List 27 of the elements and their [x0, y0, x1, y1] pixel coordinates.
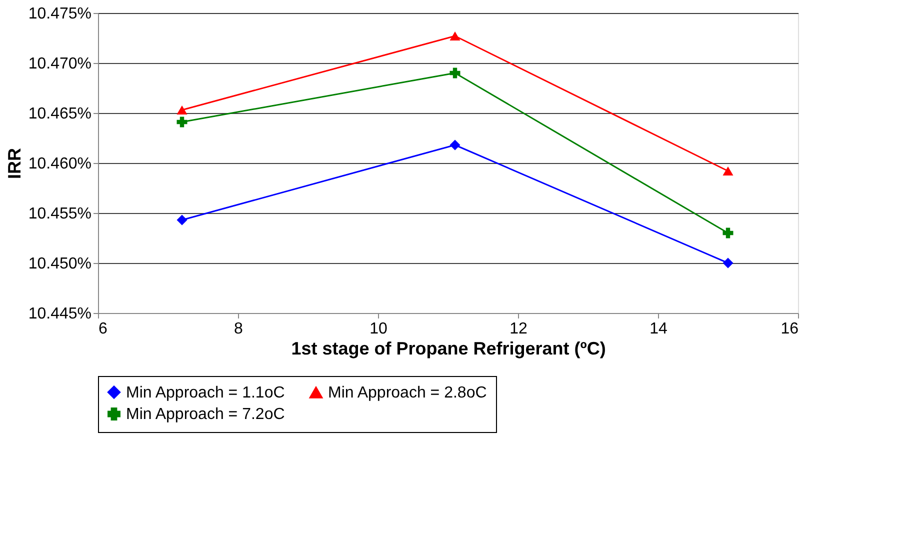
x-tick-label: 12	[510, 320, 528, 338]
point	[450, 31, 460, 41]
y-tick-label: 10.445%	[28, 306, 92, 322]
y-tick-label: 10.475%	[28, 6, 92, 22]
legend-label: Min Approach = 1.1oC	[126, 384, 285, 402]
x-tick-label: 6	[98, 320, 108, 338]
y-tick-label: 10.470%	[28, 56, 92, 72]
point	[722, 166, 734, 176]
point	[176, 105, 188, 115]
y-tick-label: 10.450%	[28, 256, 92, 272]
y-tick-label: 10.465%	[28, 106, 92, 122]
legend-label: Min Approach = 2.8oC	[328, 384, 487, 402]
x-tick-label: 10	[370, 320, 388, 338]
point	[722, 228, 734, 238]
x-tick-label: 14	[650, 320, 668, 338]
x-tick-label: 8	[234, 320, 244, 338]
x-tick-label: 16	[780, 320, 799, 338]
x-axis-title: 1st stage of Propane Refrigerant (ºC)	[291, 338, 606, 358]
legend-label: Min Approach = 7.2oC	[126, 406, 285, 423]
y-axis-title: IRR	[4, 148, 24, 179]
point	[176, 214, 188, 226]
point	[450, 68, 460, 78]
y-tick-label: 10.460%	[28, 156, 92, 172]
y-tick-label: 10.455%	[28, 206, 92, 222]
point	[450, 140, 460, 150]
point	[722, 258, 734, 268]
point	[176, 116, 188, 128]
